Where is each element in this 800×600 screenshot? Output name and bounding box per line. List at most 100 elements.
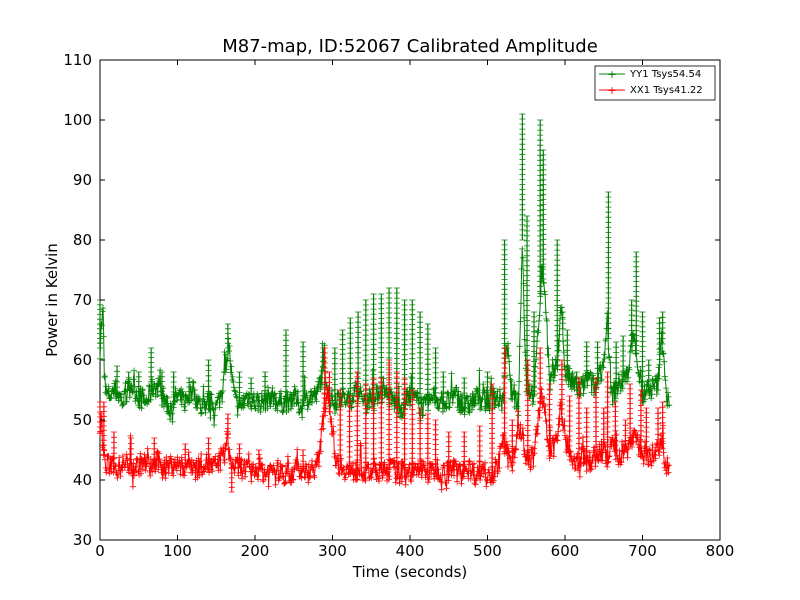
spike-markers-yy1 [554,239,561,367]
spike-markers-xx1 [337,389,344,466]
x-tick-label: 600 [551,542,580,560]
y-tick-label: 80 [73,231,92,249]
y-axis-label: Power in Kelvin [43,243,61,357]
spike-markers-yy1 [605,191,612,339]
series-yy1 [97,113,673,428]
x-tick-label: 700 [628,542,657,560]
y-tick-label: 90 [73,171,92,189]
spike-markers-xx1 [386,359,393,470]
spike-markers-xx1 [566,395,573,457]
legend-swatch-xx1-marker: + [607,84,616,97]
spike-markers-xx1 [401,377,408,470]
spike-markers-xx1 [224,413,231,439]
spike-markers-yy1 [628,299,635,346]
spike-markers-yy1 [347,317,354,399]
spike-markers-xx1 [97,401,103,433]
spike-markers-yy1 [613,341,620,390]
spike-markers-yy1 [355,311,362,394]
spike-markers-xx1 [489,383,496,474]
spike-markers-yy1 [224,323,231,349]
spike-markers-xx1 [622,419,629,452]
spike-markers-yy1 [125,371,132,390]
spike-markers-yy1 [424,323,431,405]
spike-markers-xx1 [576,377,582,459]
spike-markers-xx1 [655,407,661,451]
spike-markers-yy1 [537,119,544,297]
spike-markers-xx1 [600,407,607,451]
spike-markers-xx1 [378,377,385,474]
spike-markers-xx1 [151,437,158,466]
x-tick-labels: 0 100 200 300 400 500 600 700 800 [95,542,734,560]
spike-markers-xx1 [524,359,531,462]
spike-markers-xx1 [593,377,599,457]
spike-markers-xx1 [424,413,431,474]
spike-markers-yy1 [331,347,338,401]
legend-swatch-yy1-marker: + [607,68,616,81]
spike-markers-yy1 [378,293,385,393]
spike-markers-xx1 [326,371,333,404]
spike-markers-xx1 [537,347,544,404]
spike-markers-yy1 [97,299,103,349]
spike-markers-xx1 [445,431,452,472]
spike-markers-yy1 [114,365,120,393]
spike-markers-yy1 [135,371,142,397]
spike-markers-yy1 [440,371,447,403]
x-tick-label: 200 [241,542,270,560]
spike-markers-xx1 [182,443,189,466]
y-tick-label: 110 [63,51,92,69]
y-tick-labels: 30 40 50 60 70 80 90 100 110 [63,51,92,549]
spike-markers-xx1 [205,437,212,466]
spike-markers-xx1 [546,383,553,457]
spike-markers-xx1 [354,371,361,471]
spike-markers-yy1 [186,377,193,397]
spike-markers-yy1 [659,311,666,345]
spike-markers-xx1 [100,401,107,455]
spike-markers-yy1 [170,371,177,403]
spike-markers-yy1 [639,311,646,397]
spike-markers-yy1 [531,311,537,397]
legend: + YY1 Tsys54.54 + XX1 Tsys41.22 [594,65,716,101]
spike-markers-xx1 [362,383,369,474]
spike-markers-yy1 [320,347,327,372]
spike-markers-yy1 [484,371,491,403]
spike-markers-xx1 [236,443,243,469]
spike-markers-xx1 [255,449,262,469]
spike-markers-yy1 [573,371,580,388]
spike-markers-xx1 [128,437,134,466]
spike-markers-xx1 [346,395,353,473]
spike-markers-yy1 [656,317,663,366]
series-layer [97,113,673,493]
spike-markers-yy1 [559,311,566,330]
chart-title: M87-map, ID:52067 Calibrated Amplitude [222,36,598,57]
spike-markers-xx1 [659,401,666,450]
spike-markers-yy1 [633,251,640,351]
x-tick-label: 0 [95,542,105,560]
spike-markers-yy1 [283,329,289,403]
spike-markers-yy1 [248,377,255,400]
x-tick-label: 500 [473,542,502,560]
spike-markers-yy1 [461,377,468,409]
spike-markers-xx1 [111,431,117,465]
spike-markers-xx1 [583,407,590,462]
spike-markers-xx1 [432,419,439,470]
spike-markers-xx1 [476,425,483,472]
spike-markers-xx1 [393,371,400,474]
spike-markers-xx1 [461,431,468,472]
legend-label-yy1: YY1 Tsys54.54 [629,69,701,80]
spike-markers-yy1 [645,359,652,392]
spike-markers-xx1 [638,389,644,452]
spike-markers-yy1 [236,371,243,409]
spike-markers-xx1 [501,347,508,449]
legend-label-xx1: XX1 Tsys41.22 [630,85,703,96]
spike-markers-xx1 [409,389,416,474]
spike-markers-yy1 [620,335,627,382]
spike-markers-xx1 [321,347,328,409]
x-tick-label: 300 [318,542,347,560]
spike-markers-xx1 [558,359,565,415]
y-tick-label: 100 [63,111,92,129]
x-tick-label: 100 [163,542,192,560]
plot-area [97,59,721,541]
x-tick-label: 800 [706,542,735,560]
spike-markers-xx1 [627,383,634,444]
